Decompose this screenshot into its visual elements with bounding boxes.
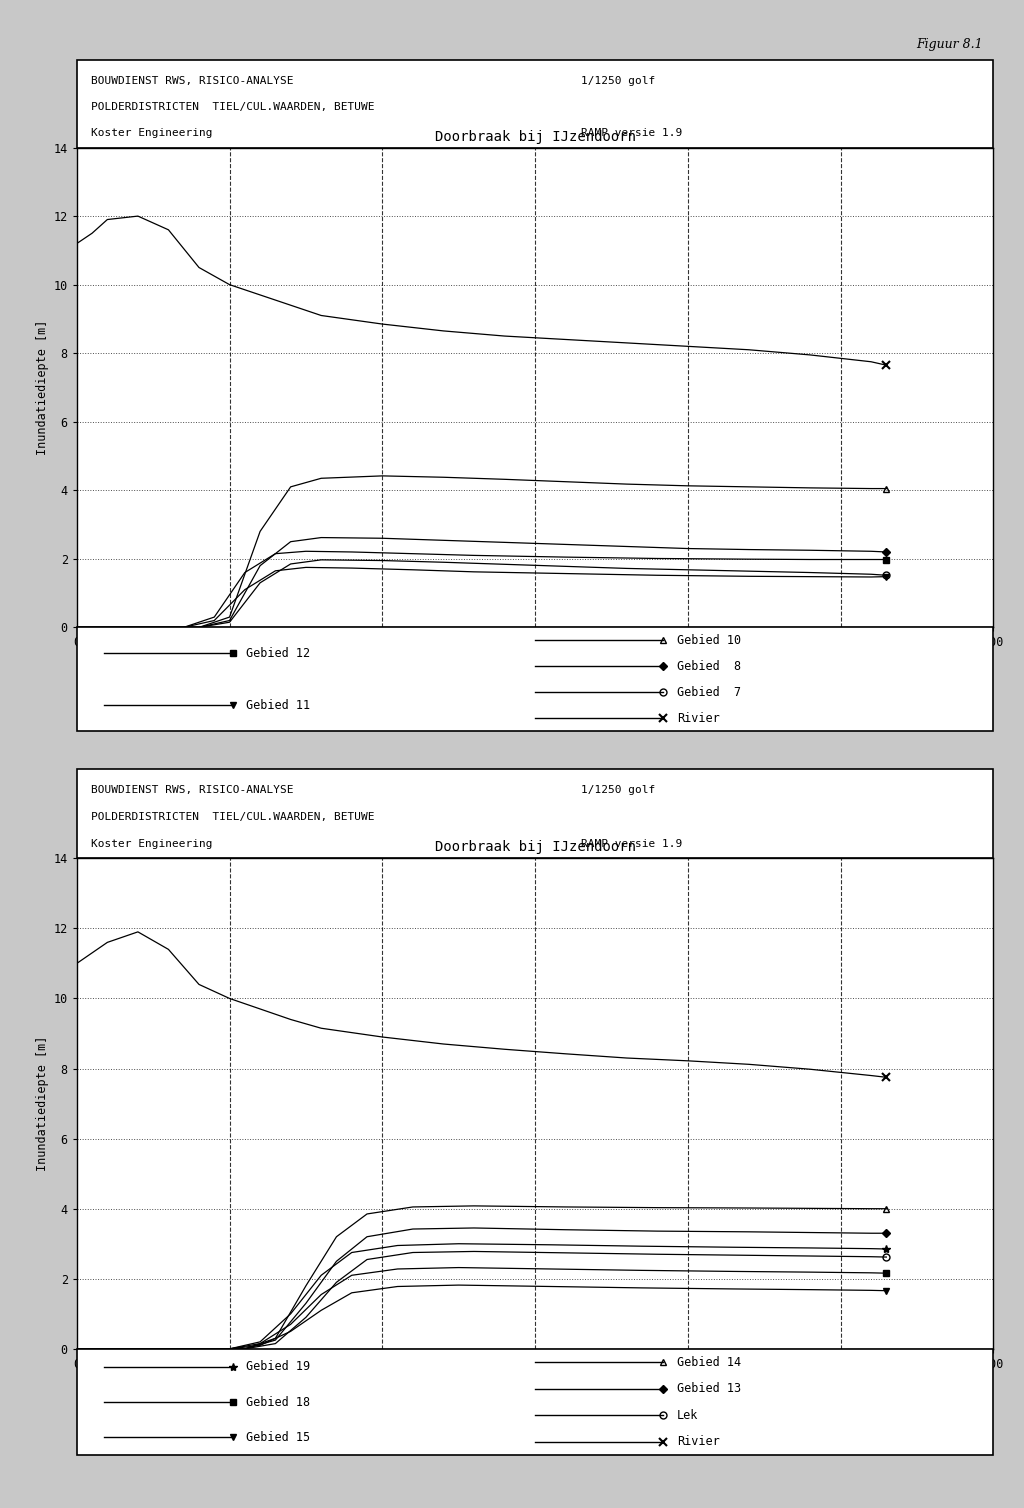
Text: POLDERDISTRICTEN  TIEL/CUL.WAARDEN, BETUWE: POLDERDISTRICTEN TIEL/CUL.WAARDEN, BETUW… (90, 103, 374, 112)
Text: Gebied 12: Gebied 12 (247, 647, 310, 661)
Title: Doorbraak bij IJzendoorn: Doorbraak bij IJzendoorn (434, 130, 636, 143)
Text: BOUWDIENST RWS, RISICO-ANALYSE: BOUWDIENST RWS, RISICO-ANALYSE (90, 75, 293, 86)
Text: Gebied  8: Gebied 8 (677, 661, 741, 673)
Text: Gebied 14: Gebied 14 (677, 1356, 741, 1369)
Text: Gebied 15: Gebied 15 (247, 1431, 310, 1445)
Y-axis label: Inundatiediepte [m]: Inundatiediepte [m] (37, 320, 49, 455)
X-axis label: Tijd [uren]: Tijd [uren] (494, 653, 577, 667)
Title: Doorbraak bij IJzendoorn: Doorbraak bij IJzendoorn (434, 840, 636, 855)
Text: Gebied 11: Gebied 11 (247, 698, 310, 712)
Text: Gebied 18: Gebied 18 (247, 1395, 310, 1408)
Text: 1/1250 golf: 1/1250 golf (581, 75, 655, 86)
X-axis label: Tijd [uren]: Tijd [uren] (494, 1375, 577, 1387)
Text: POLDERDISTRICTEN  TIEL/CUL.WAARDEN, BETUWE: POLDERDISTRICTEN TIEL/CUL.WAARDEN, BETUW… (90, 811, 374, 822)
Text: Gebied  7: Gebied 7 (677, 686, 741, 698)
Text: BOUWDIENST RWS, RISICO-ANALYSE: BOUWDIENST RWS, RISICO-ANALYSE (90, 786, 293, 795)
Text: Rivier: Rivier (677, 1436, 720, 1448)
Text: RAMP versie 1.9: RAMP versie 1.9 (581, 128, 682, 139)
Text: RAMP versie 1.9: RAMP versie 1.9 (581, 838, 682, 849)
Text: Gebied 13: Gebied 13 (677, 1383, 741, 1395)
Y-axis label: Inundatiediepte [m]: Inundatiediepte [m] (37, 1036, 49, 1172)
Text: Koster Engineering: Koster Engineering (90, 838, 212, 849)
Text: Gebied 10: Gebied 10 (677, 633, 741, 647)
Text: 1/1250 golf: 1/1250 golf (581, 786, 655, 795)
Text: Lek: Lek (677, 1408, 698, 1422)
Text: Rivier: Rivier (677, 712, 720, 725)
Text: Koster Engineering: Koster Engineering (90, 128, 212, 139)
Text: Gebied 19: Gebied 19 (247, 1360, 310, 1374)
Text: Figuur 8.1: Figuur 8.1 (916, 38, 983, 51)
